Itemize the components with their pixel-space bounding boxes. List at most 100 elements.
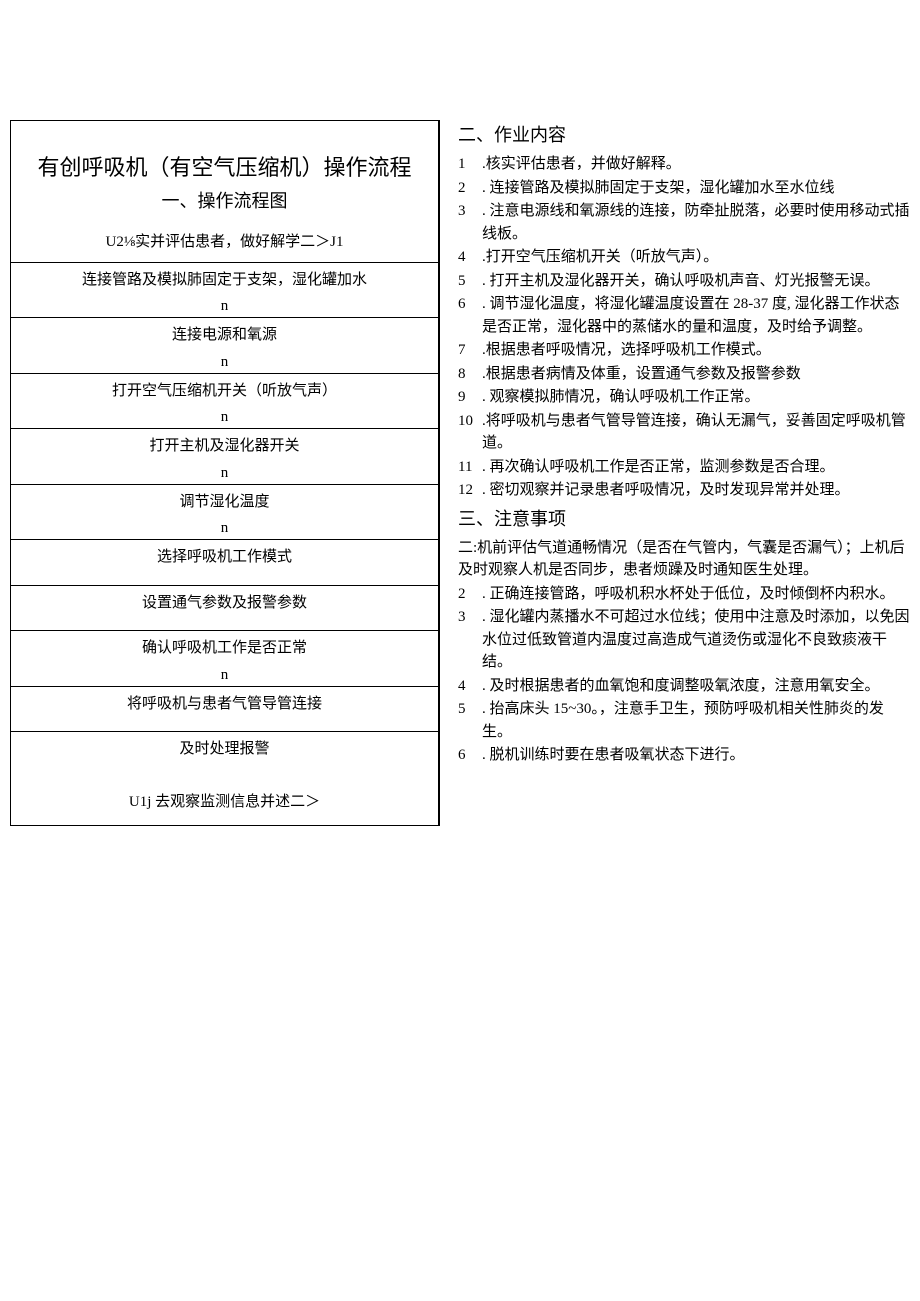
list-item-number: 4 <box>458 675 482 698</box>
main-title: 有创呼吸机（有空气压缩机）操作流程 <box>11 121 438 188</box>
list-item-number: 3 <box>458 200 482 245</box>
flow-step: 将呼吸机与患者气管导管连接 <box>11 686 438 721</box>
list-item-text: . 再次确认呼吸机工作是否正常，监测参数是否合理。 <box>482 456 910 479</box>
list-item-number: 12 <box>458 479 482 502</box>
flow-step-cell: 将呼吸机与患者气管导管连接 <box>11 686 438 721</box>
list-item-text: .将呼吸机与患者气管导管连接，确认无漏气，妥善固定呼吸机管道。 <box>482 410 910 455</box>
flow-step: 连接管路及模拟肺固定于支架，湿化罐加水 <box>11 262 438 297</box>
list-item-number: 2 <box>458 583 482 606</box>
flow-arrow-cell <box>11 575 438 586</box>
list-item-text: . 脱机训练时要在患者吸氧状态下进行。 <box>482 744 910 767</box>
flow-step: 连接电源和氧源 <box>11 318 438 353</box>
list-item: 2. 连接管路及模拟肺固定于支架，湿化罐加水至水位线 <box>458 177 910 200</box>
section-3-preamble: 二:机前评估气道通畅情况（是否在气管内，气囊是否漏气）；上机后及时观察人机是否同… <box>458 537 910 582</box>
list-item-number: 7 <box>458 339 482 362</box>
flow-step-cell: 连接电源和氧源 <box>11 318 438 353</box>
list-item: 3. 注意电源线和氧源线的连接，防牵扯脱落，必要时使用移动式插线板。 <box>458 200 910 245</box>
flow-step-cell: 打开主机及湿化器开关 <box>11 429 438 464</box>
list-item-number: 2 <box>458 177 482 200</box>
flow-post-line: U1j 去观察监测信息并述二＞ <box>11 767 438 826</box>
list-item-number: 10 <box>458 410 482 455</box>
list-item-number: 6 <box>458 744 482 767</box>
subtitle-section-1: 一、操作流程图 <box>11 188 438 225</box>
list-item: 1.核实评估患者，并做好解释。 <box>458 153 910 176</box>
list-item-number: 4 <box>458 246 482 269</box>
list-item-text: . 调节湿化温度，将湿化罐温度设置在 28-37 度, 湿化器工作状态是否正常，… <box>482 293 910 338</box>
list-item: 12 . 密切观察并记录患者呼吸情况，及时发现异常并处理。 <box>458 479 910 502</box>
flow-step: 选择呼吸机工作模式 <box>11 540 438 575</box>
list-item-number: 3 <box>458 606 482 674</box>
list-item: 6 . 脱机训练时要在患者吸氧状态下进行。 <box>458 744 910 767</box>
list-item: 10 .将呼吸机与患者气管导管连接，确认无漏气，妥善固定呼吸机管道。 <box>458 410 910 455</box>
list-item-text: .核实评估患者，并做好解释。 <box>482 153 910 176</box>
flow-arrow: n <box>11 408 438 429</box>
flow-arrow-cell: n <box>11 408 438 429</box>
flow-arrow-cell <box>11 620 438 631</box>
flow-step: 确认呼吸机工作是否正常 <box>11 631 438 666</box>
list-item-text: . 观察模拟肺情况，确认呼吸机工作正常。 <box>482 386 910 409</box>
flow-arrow-cell <box>11 721 438 732</box>
flow-step-cell: 选择呼吸机工作模式 <box>11 540 438 575</box>
list-item-text: .根据患者病情及体重，设置通气参数及报警参数 <box>482 363 910 386</box>
list-item-text: . 湿化罐内蒸播水不可超过水位线；使用中注意及时添加，以免因水位过低致管道内温度… <box>482 606 910 674</box>
list-item: 11 . 再次确认呼吸机工作是否正常，监测参数是否合理。 <box>458 456 910 479</box>
list-item: 6. 调节湿化温度，将湿化罐温度设置在 28-37 度, 湿化器工作状态是否正常… <box>458 293 910 338</box>
flow-step: 设置通气参数及报警参数 <box>11 585 438 620</box>
flow-step-cell: 调节湿化温度 <box>11 484 438 519</box>
flow-arrow: n <box>11 353 438 374</box>
section-2-heading: 二、作业内容 <box>458 122 910 149</box>
list-item: 9. 观察模拟肺情况，确认呼吸机工作正常。 <box>458 386 910 409</box>
flow-arrow-cell: n <box>11 519 438 540</box>
list-item: 5 . 抬高床头 15~30。，注意手卫生，预防呼吸机相关性肺炎的发生。 <box>458 698 910 743</box>
right-column: 二、作业内容 1.核实评估患者，并做好解释。2. 连接管路及模拟肺固定于支架，湿… <box>458 120 910 768</box>
list-item-number: 9 <box>458 386 482 409</box>
flow-step: 打开空气压缩机开关（听放气声） <box>11 373 438 408</box>
flow-arrow: n <box>11 666 438 687</box>
flow-arrow: n <box>11 519 438 540</box>
list-item: 3 . 湿化罐内蒸播水不可超过水位线；使用中注意及时添加，以免因水位过低致管道内… <box>458 606 910 674</box>
list-item: 4.打开空气压缩机开关（听放气声）。 <box>458 246 910 269</box>
flow-arrow <box>11 721 438 732</box>
list-item-number: 11 <box>458 456 482 479</box>
page-container: 有创呼吸机（有空气压缩机）操作流程 一、操作流程图 U2⅛实并评估患者，做好解学… <box>10 120 910 826</box>
flow-step-cell: 及时处理报警 <box>11 732 438 767</box>
section-2-list: 1.核实评估患者，并做好解释。2. 连接管路及模拟肺固定于支架，湿化罐加水至水位… <box>458 153 910 502</box>
flow-arrow <box>11 575 438 586</box>
flow-step: 调节湿化温度 <box>11 484 438 519</box>
list-item-text: . 抬高床头 15~30。，注意手卫生，预防呼吸机相关性肺炎的发生。 <box>482 698 910 743</box>
flow-pre-line: U2⅛实并评估患者，做好解学二＞J1 <box>11 225 438 262</box>
list-item-text: . 正确连接管路，呼吸机积水杯处于低位，及时倾倒杯内积水。 <box>482 583 910 606</box>
flow-step-cell: 设置通气参数及报警参数 <box>11 585 438 620</box>
flow-arrow-cell: n <box>11 464 438 485</box>
flow-step-cell: 打开空气压缩机开关（听放气声） <box>11 373 438 408</box>
list-item-text: . 注意电源线和氧源线的连接，防牵扯脱落，必要时使用移动式插线板。 <box>482 200 910 245</box>
left-column: 有创呼吸机（有空气压缩机）操作流程 一、操作流程图 U2⅛实并评估患者，做好解学… <box>10 120 440 826</box>
list-item-text: .根据患者呼吸情况，选择呼吸机工作模式。 <box>482 339 910 362</box>
flow-arrow-cell: n <box>11 353 438 374</box>
list-item: 2 . 正确连接管路，呼吸机积水杯处于低位，及时倾倒杯内积水。 <box>458 583 910 606</box>
list-item: 7.根据患者呼吸情况，选择呼吸机工作模式。 <box>458 339 910 362</box>
list-item-number: 1 <box>458 153 482 176</box>
flow-arrow: n <box>11 297 438 318</box>
list-item: 8.根据患者病情及体重，设置通气参数及报警参数 <box>458 363 910 386</box>
list-item-text: . 打开主机及湿化器开关，确认呼吸机声音、灯光报警无误。 <box>482 270 910 293</box>
flow-arrow: n <box>11 464 438 485</box>
list-item-text: . 连接管路及模拟肺固定于支架，湿化罐加水至水位线 <box>482 177 910 200</box>
list-item: 5. 打开主机及湿化器开关，确认呼吸机声音、灯光报警无误。 <box>458 270 910 293</box>
section-3-heading: 三、注意事项 <box>458 506 910 533</box>
list-item-text: . 密切观察并记录患者呼吸情况，及时发现异常并处理。 <box>482 479 910 502</box>
list-item-number: 5 <box>458 698 482 743</box>
list-item-number: 5 <box>458 270 482 293</box>
section-3-list: 2 . 正确连接管路，呼吸机积水杯处于低位，及时倾倒杯内积水。3 . 湿化罐内蒸… <box>458 583 910 767</box>
list-item: 4 . 及时根据患者的血氧饱和度调整吸氧浓度，注意用氧安全。 <box>458 675 910 698</box>
flow-step-cell: 确认呼吸机工作是否正常 <box>11 631 438 666</box>
flow-step: 打开主机及湿化器开关 <box>11 429 438 464</box>
flow-arrow <box>11 620 438 631</box>
list-item-number: 6 <box>458 293 482 338</box>
flow-step-cell: 连接管路及模拟肺固定于支架，湿化罐加水 <box>11 262 438 297</box>
flow-step: 及时处理报警 <box>11 732 438 767</box>
list-item-text: .打开空气压缩机开关（听放气声）。 <box>482 246 910 269</box>
list-item-text: . 及时根据患者的血氧饱和度调整吸氧浓度，注意用氧安全。 <box>482 675 910 698</box>
list-item-number: 8 <box>458 363 482 386</box>
flow-arrow-cell: n <box>11 666 438 687</box>
